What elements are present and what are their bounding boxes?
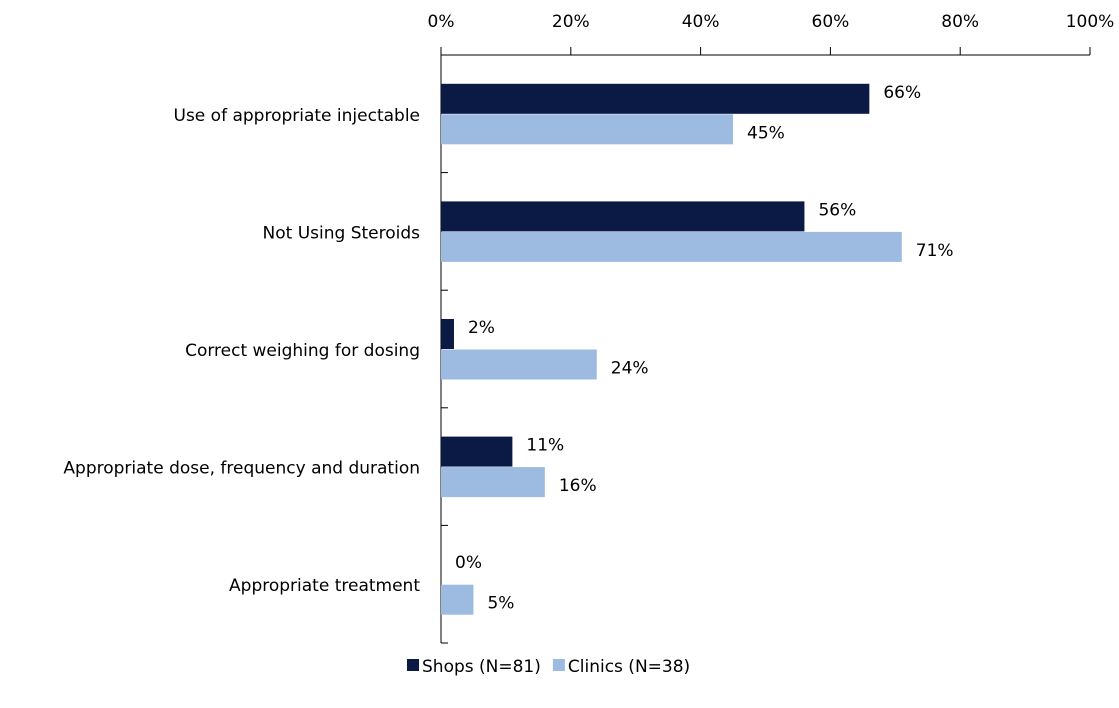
legend-label: Clinics (N=38) (568, 657, 690, 677)
x-tick-label: 80% (941, 12, 979, 32)
x-tick-label: 100% (1066, 12, 1115, 32)
y-tick-label: Appropriate treatment (229, 576, 420, 596)
value-label: 5% (487, 594, 514, 614)
value-label: 66% (883, 83, 921, 103)
bar (441, 349, 597, 380)
value-label: 2% (468, 318, 495, 338)
bar (441, 231, 902, 262)
value-label: 56% (818, 200, 856, 220)
value-label: 71% (916, 241, 954, 261)
y-tick-label: Appropriate dose, frequency and duration (63, 459, 420, 479)
bar (441, 83, 870, 114)
y-tick-label: Correct weighing for dosing (185, 341, 420, 361)
y-tick-label: Not Using Steroids (263, 223, 421, 243)
bar (441, 114, 734, 145)
y-tick-label: Use of appropriate injectable (174, 106, 421, 126)
x-tick-label: 40% (682, 12, 720, 32)
bar (441, 584, 474, 615)
value-label: 45% (747, 123, 785, 143)
legend-label: Shops (N=81) (422, 657, 541, 677)
bar (441, 319, 454, 349)
value-label: 24% (611, 359, 649, 379)
x-tick-label: 0% (428, 12, 455, 32)
legend-swatch (552, 659, 565, 671)
legend-swatch (407, 659, 419, 671)
value-label: 0% (455, 553, 482, 573)
bar (441, 467, 545, 498)
value-label: 11% (526, 436, 564, 456)
x-tick-label: 20% (552, 12, 590, 32)
x-tick-label: 60% (812, 12, 850, 32)
bar (441, 436, 513, 467)
bar (441, 201, 805, 232)
value-label: 16% (559, 476, 597, 496)
